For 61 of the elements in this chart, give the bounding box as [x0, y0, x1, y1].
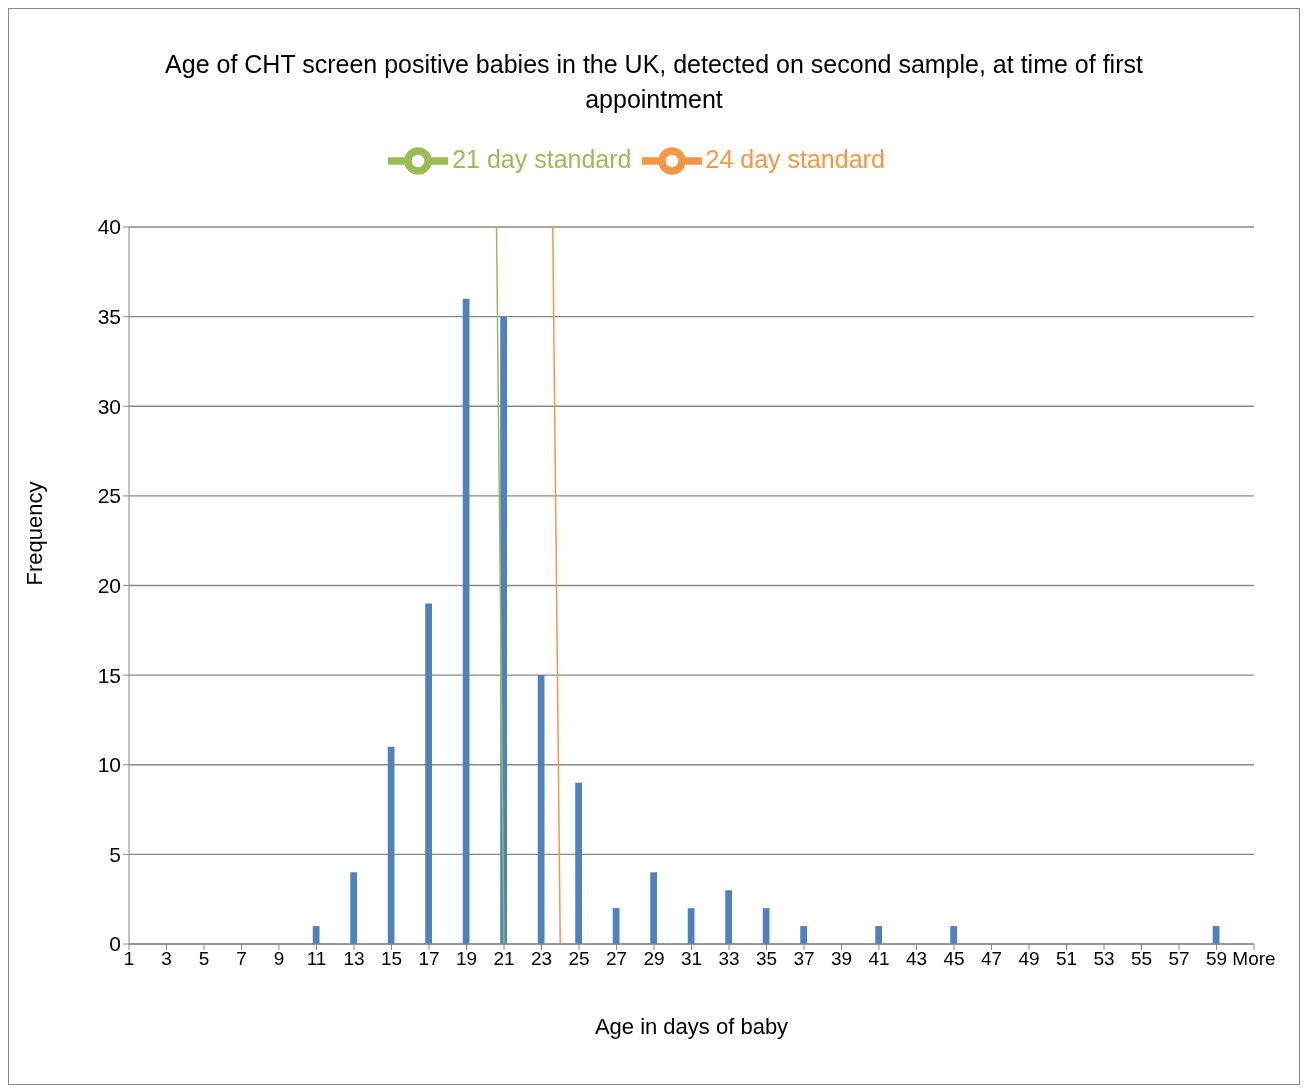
- x-tick-label: 43: [905, 948, 928, 970]
- bar: [950, 926, 957, 944]
- legend-label: 21 day standard: [452, 144, 632, 173]
- x-tick-label: 51: [1055, 948, 1078, 970]
- x-tick-label: 1: [123, 948, 135, 970]
- x-tick-label: 5: [198, 948, 210, 970]
- bar: [425, 603, 432, 944]
- y-tick-label: 25: [97, 484, 121, 508]
- x-tick-label: 37: [793, 948, 815, 970]
- x-tick-label: More: [1232, 948, 1276, 970]
- x-tick-label: 11: [306, 948, 327, 970]
- x-tick-label: 35: [755, 948, 778, 970]
- x-tick-label: 21: [493, 948, 515, 970]
- x-tick-label: 27: [605, 948, 628, 970]
- x-tick-label: 53: [1093, 948, 1115, 970]
- x-tick-label: 3: [161, 948, 172, 970]
- x-tick-label: 17: [418, 948, 440, 970]
- x-tick-label: 59: [1205, 948, 1228, 970]
- x-tick-label: 7: [236, 948, 247, 970]
- x-tick-label: 13: [343, 948, 365, 970]
- bar: [312, 926, 320, 944]
- y-tick-label: 30: [97, 394, 121, 418]
- x-tick-label: 25: [568, 948, 590, 970]
- x-tick-label: 41: [868, 948, 890, 970]
- x-tick-label: 33: [718, 948, 740, 970]
- y-tick-label: 5: [109, 842, 121, 866]
- bar: [462, 298, 470, 944]
- x-tick-label: 31: [680, 948, 703, 970]
- y-tick-label: 15: [97, 663, 121, 687]
- x-tick-label: 15: [380, 948, 403, 970]
- bar: [350, 872, 357, 944]
- bar: [537, 675, 545, 944]
- y-tick-label: 40: [97, 215, 121, 239]
- x-tick-label: 19: [455, 948, 478, 970]
- y-axis-title: Frequency: [21, 481, 47, 586]
- bar: [725, 890, 732, 944]
- chart-title: Age of CHT screen positive babies in the UK, detected on second sample, at time of first appointment: [164, 49, 1144, 115]
- bar: [650, 872, 657, 944]
- x-tick-label: 47: [980, 948, 1003, 970]
- x-tick-label: 57: [1168, 948, 1190, 970]
- x-tick-label: 39: [830, 948, 853, 970]
- y-tick-label: 0: [109, 932, 121, 956]
- x-tick-label: 55: [1130, 948, 1153, 970]
- bar: [575, 782, 582, 944]
- x-tick-label: 29: [643, 948, 665, 970]
- bar: [762, 908, 770, 944]
- bar: [800, 926, 807, 944]
- bar: [1212, 926, 1220, 944]
- x-tick-label: 49: [1018, 948, 1040, 970]
- bar: [875, 926, 882, 944]
- legend-label: 24 day standard: [705, 144, 885, 173]
- bar: [387, 746, 395, 944]
- x-tick-label: 9: [273, 948, 285, 970]
- y-tick-label: 20: [97, 573, 121, 597]
- x-tick-label: 23: [530, 948, 553, 970]
- bar: [687, 908, 695, 944]
- x-axis-title: Age in days of baby: [594, 1014, 789, 1039]
- y-tick-label: 10: [97, 753, 121, 777]
- bar: [612, 908, 620, 944]
- y-tick-label: 35: [97, 305, 121, 329]
- x-tick-label: 45: [943, 948, 965, 970]
